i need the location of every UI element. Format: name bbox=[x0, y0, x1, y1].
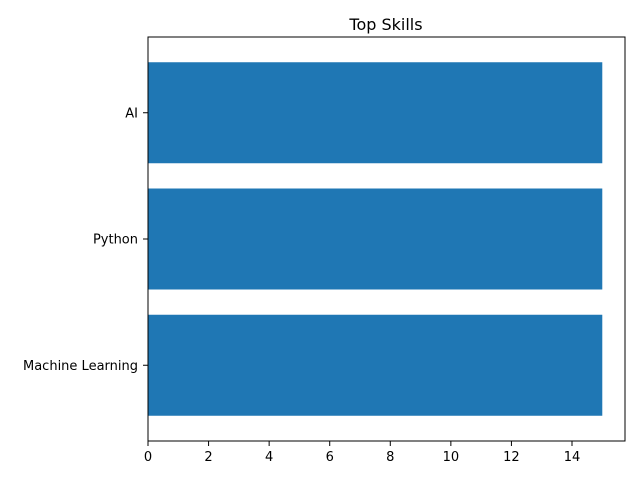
y-tick-label: AI bbox=[125, 106, 138, 121]
x-tick-label: 6 bbox=[326, 450, 334, 465]
chart-title: Top Skills bbox=[348, 15, 422, 34]
bar-machine-learning bbox=[148, 314, 603, 416]
y-axis-ticks: Machine Learning Python AI bbox=[23, 106, 148, 374]
x-axis-ticks: 0 2 4 6 8 10 12 14 bbox=[144, 441, 580, 465]
bar-ai bbox=[148, 62, 603, 164]
x-tick-label: 0 bbox=[144, 450, 152, 465]
bar-python bbox=[148, 188, 603, 290]
y-tick-label: Machine Learning bbox=[23, 359, 138, 374]
x-tick-label: 12 bbox=[503, 450, 520, 465]
x-tick-label: 4 bbox=[265, 450, 273, 465]
y-tick-label: Python bbox=[93, 233, 138, 248]
x-tick-label: 2 bbox=[204, 450, 212, 465]
x-tick-label: 8 bbox=[386, 450, 394, 465]
x-tick-label: 14 bbox=[564, 450, 581, 465]
x-tick-label: 10 bbox=[443, 450, 460, 465]
bars-layer bbox=[148, 62, 603, 416]
